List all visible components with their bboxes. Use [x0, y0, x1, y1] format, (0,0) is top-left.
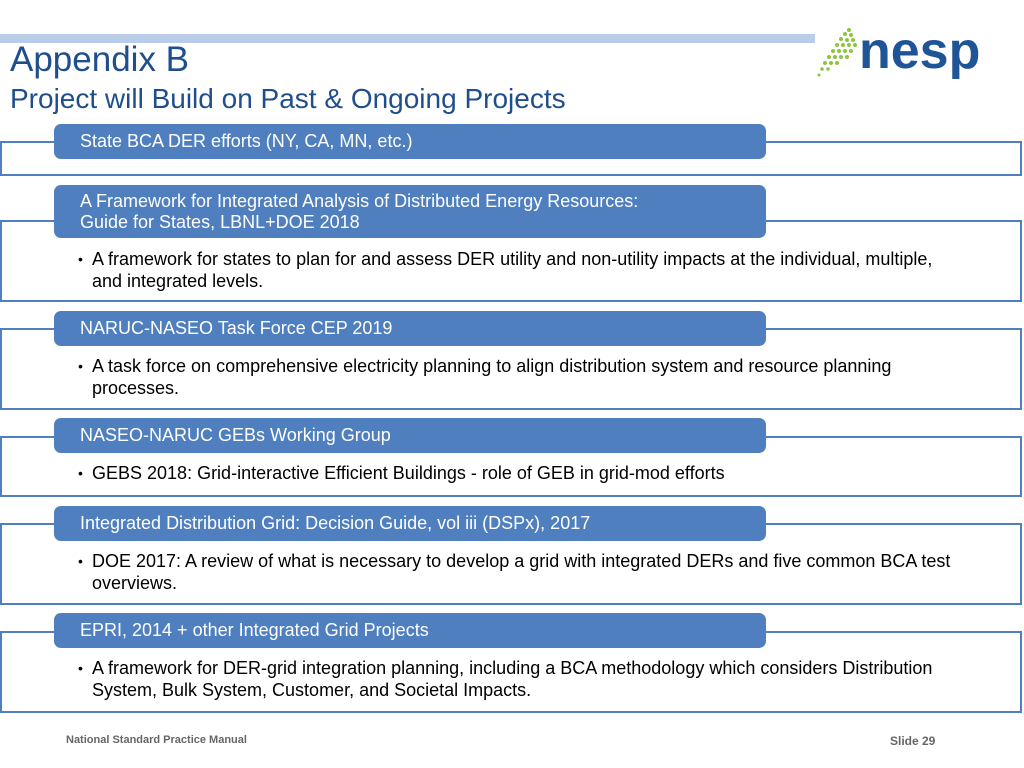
- title-accent-bar: [0, 34, 815, 43]
- project-header: EPRI, 2014 + other Integrated Grid Proje…: [54, 613, 766, 648]
- bullet-dot-icon: •: [78, 660, 83, 676]
- project-bullet: • GEBS 2018: Grid-interactive Efficient B…: [78, 462, 958, 484]
- project-bullet-text: A framework for states to plan for and a…: [92, 249, 933, 291]
- bullet-dot-icon: •: [78, 251, 83, 267]
- project-bullet-text: A framework for DER-grid integration pla…: [92, 658, 933, 700]
- project-header: State BCA DER efforts (NY, CA, MN, etc.): [54, 124, 766, 159]
- project-header: Integrated Distribution Grid: Decision G…: [54, 506, 766, 541]
- slide-title: Appendix B: [10, 40, 190, 79]
- project-bullet-text: A task force on comprehensive electricit…: [92, 356, 892, 398]
- project-header: NASEO-NARUC GEBs Working Group: [54, 418, 766, 453]
- project-bullet: • A framework for states to plan for and …: [78, 248, 958, 292]
- project-bullet: • A task force on comprehensive electrici…: [78, 355, 958, 399]
- project-bullet-text: GEBS 2018: Grid-interactive Efficient Bu…: [92, 463, 725, 483]
- bullet-dot-icon: •: [78, 358, 83, 374]
- nesp-logo: nesp: [817, 22, 980, 80]
- bullet-dot-icon: •: [78, 553, 83, 569]
- project-header: A Framework for Integrated Analysis of D…: [54, 185, 766, 238]
- logo-wordmark: nesp: [859, 22, 980, 80]
- logo-dot-leaf: [817, 28, 857, 77]
- project-bullet: • DOE 2017: A review of what is necessary…: [78, 550, 958, 594]
- project-bullet-text: DOE 2017: A review of what is necessary …: [92, 551, 951, 593]
- project-header: NARUC-NASEO Task Force CEP 2019: [54, 311, 766, 346]
- slide-subtitle: Project will Build on Past & Ongoing Pro…: [10, 83, 566, 114]
- footer-manual-name: National Standard Practice Manual: [66, 734, 247, 746]
- project-bullet: • A framework for DER-grid integration pl…: [78, 657, 958, 701]
- bullet-dot-icon: •: [78, 465, 83, 481]
- slide-number: Slide 29: [890, 734, 936, 748]
